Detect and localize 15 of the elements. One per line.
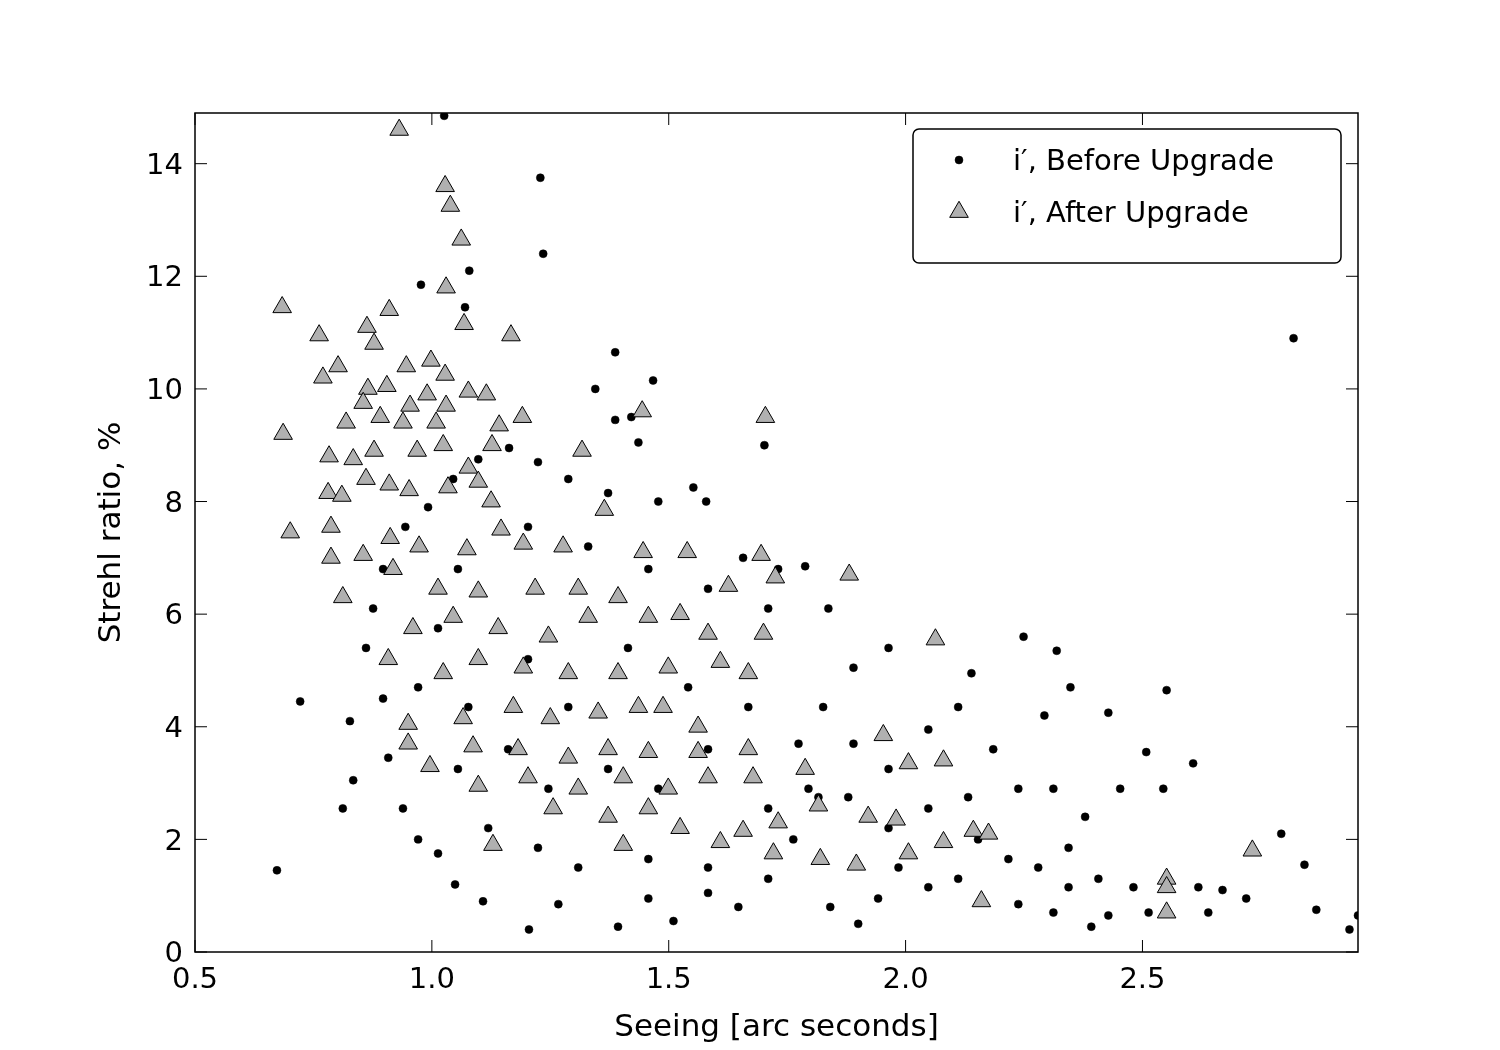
y-tick-label: 12 [146,259,183,294]
y-tick-label: 4 [164,709,183,744]
x-axis-title: Seeing [arc seconds] [614,1007,939,1043]
y-tick-label: 14 [146,146,183,181]
y-tick-label: 2 [164,822,183,857]
y-axis-title: Strehl ratio, % [91,421,127,644]
x-tick-label: 2.0 [882,961,929,995]
y-tick-label: 8 [164,484,183,519]
legend-label: i′, Before Upgrade [1013,143,1275,178]
x-tick-label: 1.5 [645,961,692,995]
x-tick-label: 1.0 [408,961,455,995]
y-tick-label: 6 [164,597,183,632]
x-tick-label: 2.5 [1119,961,1166,995]
y-tick-label: 10 [146,372,183,407]
legend-label: i′, After Upgrade [1013,195,1249,230]
